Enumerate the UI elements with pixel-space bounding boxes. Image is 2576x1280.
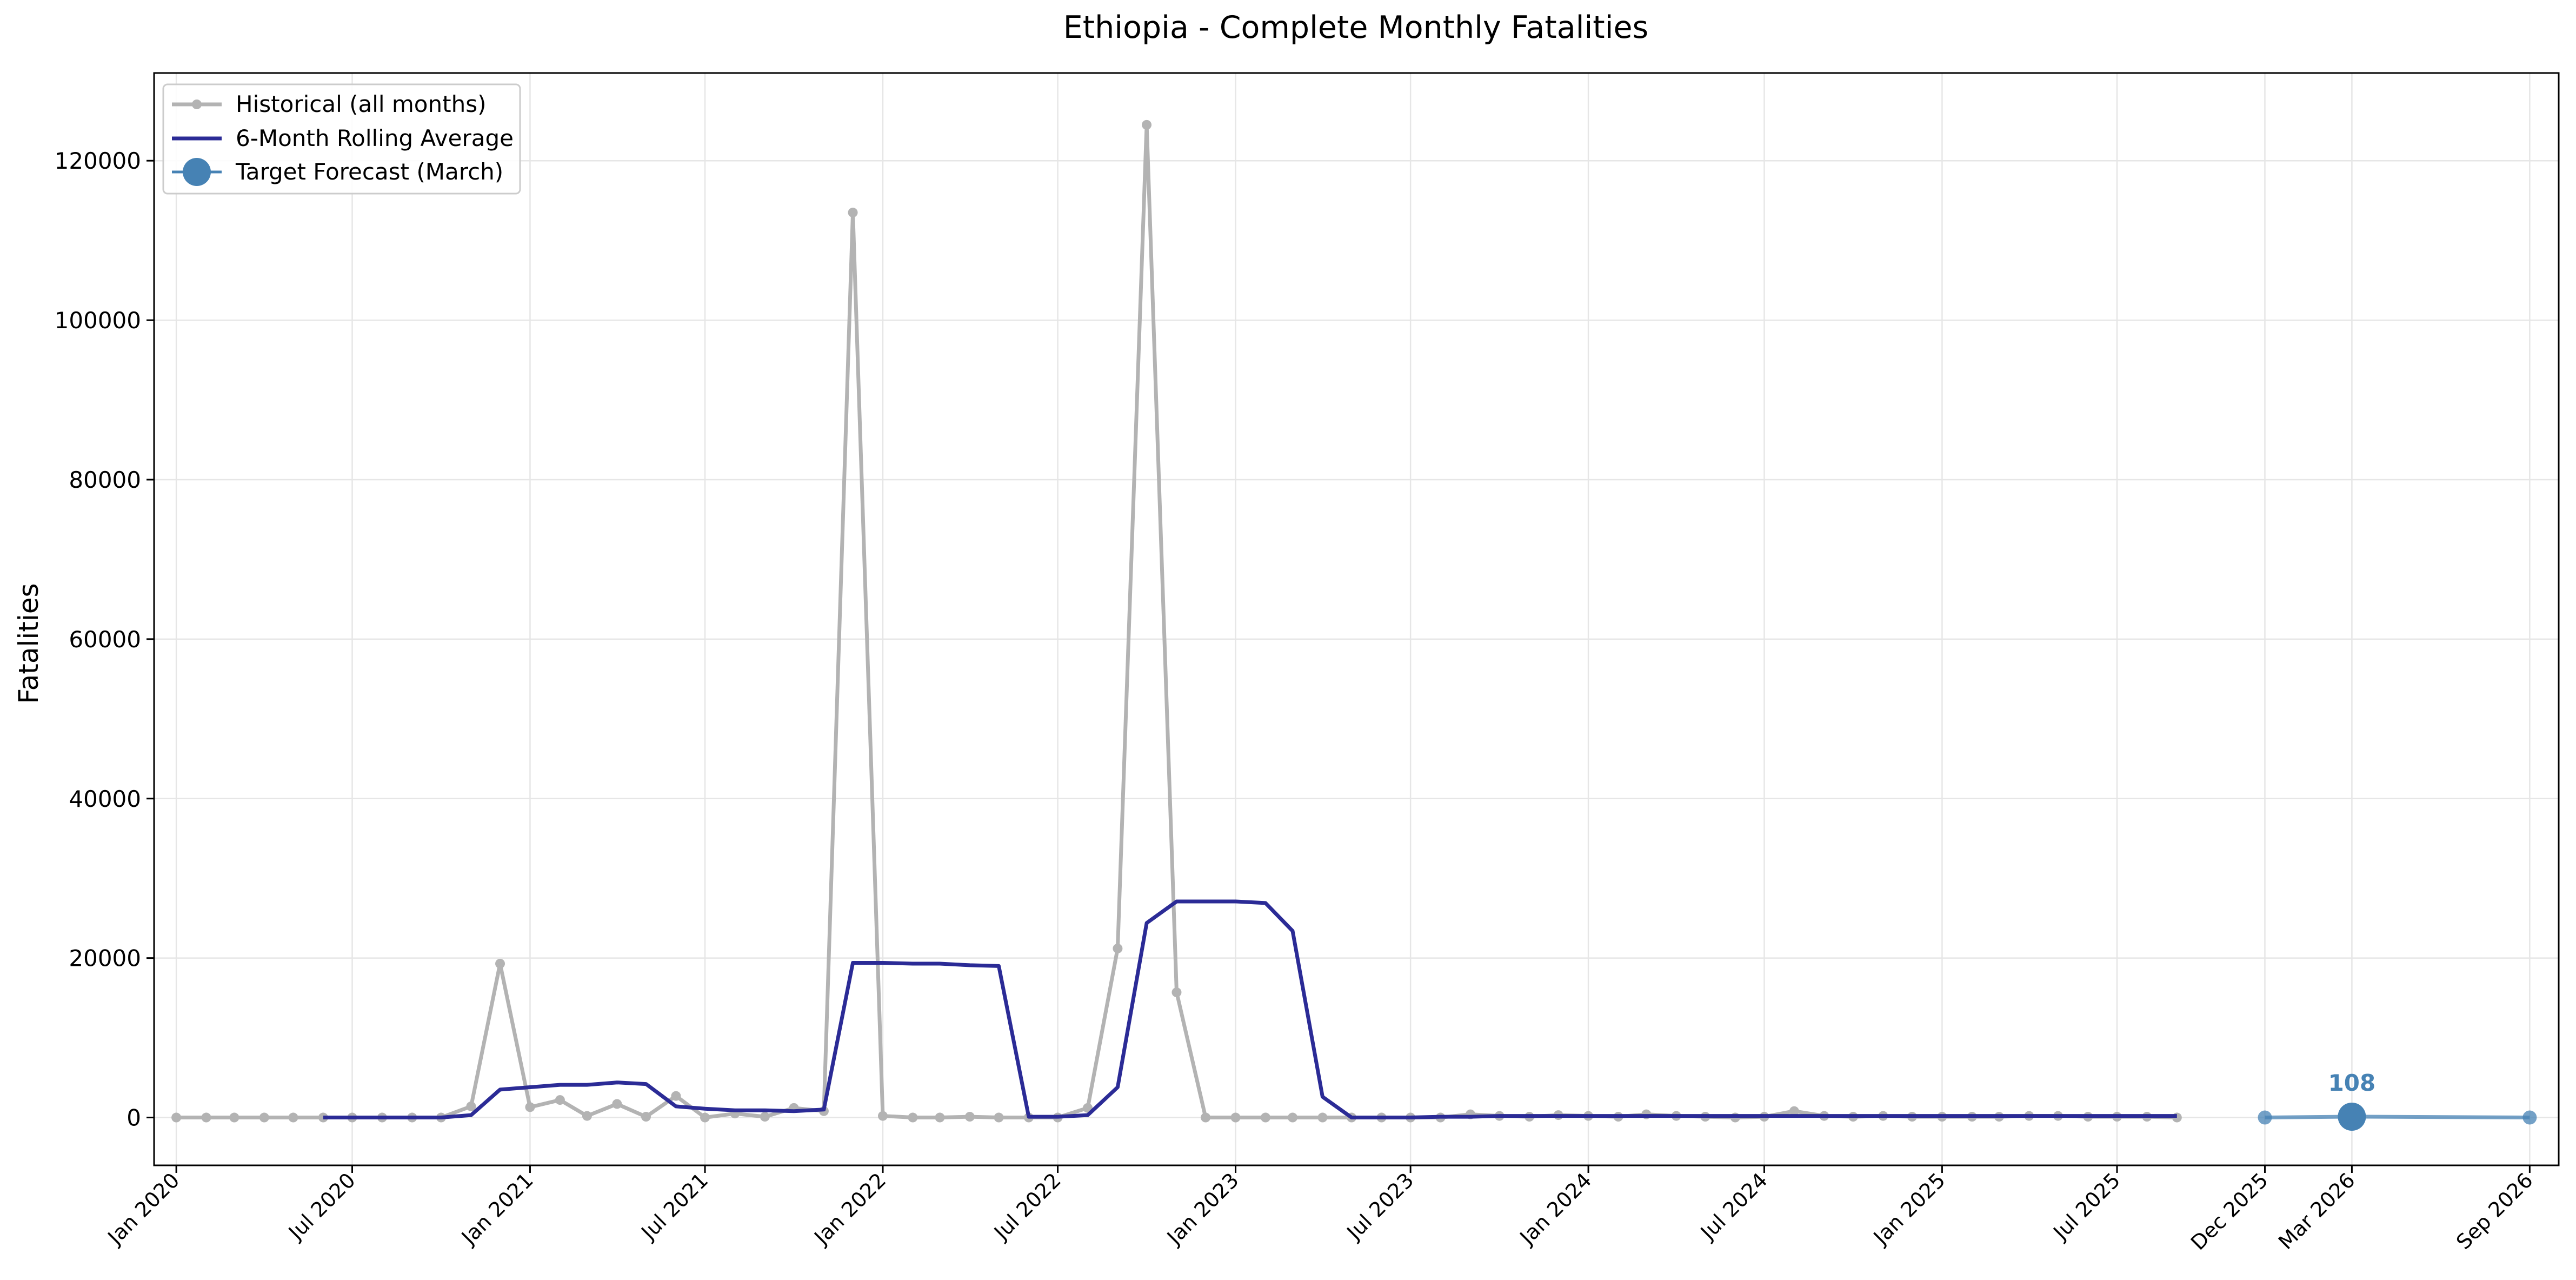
plot-series [171,120,2182,1123]
historical-point [1113,943,1123,953]
forecast-target-point [2338,1102,2366,1131]
historical-point [935,1112,945,1123]
historical-point [848,208,858,218]
historical-point [288,1112,298,1123]
y-axis-label: Fatalities [13,583,44,704]
legend-entry-forecast: Target Forecast (March) [172,158,503,186]
historical-point [1789,1106,1799,1116]
historical-point [700,1112,710,1123]
historical-point [671,1091,681,1101]
historical-point [318,1112,328,1123]
forecast-point [2258,1110,2272,1125]
plot-frame [153,72,2560,1166]
historical-point [1201,1112,1211,1123]
historical-point [466,1101,476,1111]
historical-point [994,1112,1004,1123]
y-tick-label: 20000 [69,945,141,972]
legend: Historical (all months) 6-Month Rolling … [162,83,521,195]
y-tick-label: 120000 [55,148,141,174]
legend-label-rolling: 6-Month Rolling Average [236,125,514,151]
historical-point [1260,1112,1270,1123]
y-tick-label: 60000 [69,626,141,653]
forecast-series: 108 [2258,1070,2537,1131]
forecast-point [2522,1110,2537,1125]
historical-point [555,1095,565,1105]
historical-point [760,1112,770,1122]
legend-entry-rolling: 6-Month Rolling Average [172,125,514,151]
historical-point [877,1111,888,1121]
historical-point [1288,1112,1298,1123]
legend-forecast-marker [183,158,211,186]
chart-title: Ethiopia - Complete Monthly Fatalities [1063,10,1649,45]
y-tick-label: 0 [127,1105,141,1131]
y-axis-ticks: 0 20000 40000 60000 80000 100000 120000 [55,148,154,1131]
legend-frame [162,83,521,195]
historical-point [525,1102,535,1112]
historical-point [582,1111,592,1121]
historical-point [641,1112,651,1122]
historical-point [1142,120,1152,130]
historical-point [964,1112,975,1122]
grid [154,73,2559,1165]
legend-entry-historical: Historical (all months) [172,91,486,117]
y-tick-label: 100000 [55,307,141,334]
historical-point [1317,1112,1328,1123]
legend-label-forecast: Target Forecast (March) [235,158,503,185]
y-tick-label: 80000 [69,467,141,493]
historical-point [259,1112,269,1123]
historical-point [201,1112,211,1123]
axes [153,72,2560,1166]
historical-point [1230,1112,1241,1123]
forecast-target-label: 108 [2328,1070,2376,1096]
historical-point [612,1099,622,1109]
legend-label-historical: Historical (all months) [236,91,486,117]
y-tick-label: 40000 [69,786,141,812]
historical-point [171,1112,182,1123]
legend-historical-marker [192,100,202,109]
historical-point [229,1112,239,1123]
historical-point [908,1112,918,1123]
rolling-average-line [323,899,2177,1119]
historical-point [495,958,505,969]
historical-point [1171,987,1182,998]
forecast-line [2265,1115,2530,1119]
